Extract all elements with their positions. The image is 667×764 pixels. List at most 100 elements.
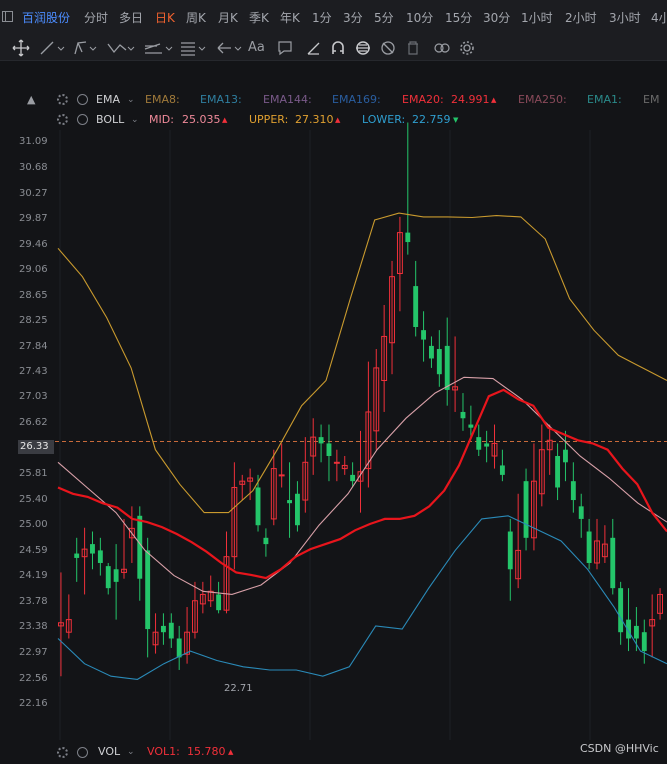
current-price-tag: 26.33 (18, 440, 54, 454)
line-tool-icon[interactable] (38, 38, 66, 58)
multi-line-icon[interactable] (72, 38, 100, 58)
candle-body-up (81, 548, 88, 558)
ema8-label: EMA8: (145, 93, 180, 106)
vol-close-icon[interactable] (77, 747, 88, 758)
min-price-marker: 22.71 (224, 683, 253, 694)
candle-body-down (294, 493, 300, 526)
price-tick-label: 23.78 (19, 595, 48, 607)
tab-quarterly-k[interactable]: 季K (249, 11, 269, 25)
stock-name-tab[interactable]: 百润股份 (22, 11, 71, 25)
tab-3min[interactable]: 3分 (343, 11, 363, 25)
candle-body-down (499, 465, 505, 475)
price-tick-label: 28.65 (19, 289, 48, 301)
eye-icon[interactable] (353, 38, 373, 58)
candle-body-up (601, 543, 608, 558)
tab-1hour[interactable]: 1小时 (521, 11, 553, 25)
crosshair-icon[interactable] (12, 38, 30, 58)
settings-icon[interactable] (458, 38, 476, 58)
tab-3hour[interactable]: 3小时 (609, 11, 641, 25)
candle-body-down (176, 638, 182, 658)
channel-tool-icon[interactable] (142, 38, 174, 58)
candle-body-down (468, 424, 474, 428)
candle-body-up (310, 436, 317, 457)
link-icon[interactable] (432, 38, 452, 58)
boll-settings-icon[interactable] (57, 114, 68, 125)
candle-body-down (255, 487, 261, 526)
fib-tool-icon[interactable] (178, 38, 208, 58)
price-tick-label: 31.09 (19, 136, 48, 147)
collapse-icon[interactable]: ▲ (27, 93, 36, 106)
tab-multiday[interactable]: 多日 (119, 11, 144, 25)
ema-settings-icon[interactable] (57, 94, 68, 105)
ema1-label: EMA1: (587, 93, 622, 106)
price-tick-label: 22.97 (19, 646, 48, 658)
price-tick-label: 23.38 (19, 621, 48, 633)
candle-body-down (586, 531, 592, 563)
candle-body-down (90, 544, 95, 554)
note-tool-icon[interactable] (276, 38, 294, 58)
price-tick-label: 24.19 (19, 570, 48, 582)
ema-dropdown-icon[interactable]: ⌄ (127, 95, 135, 105)
arrow-tool-icon[interactable] (214, 38, 244, 58)
candle-body-down (633, 625, 639, 639)
price-tick-label: 27.43 (19, 366, 48, 378)
tab-daily-k[interactable]: 日K (155, 11, 175, 25)
candle-body-up (341, 464, 348, 470)
candle-body-down (137, 515, 143, 579)
candle-body-down (618, 588, 624, 633)
candle-body-down (145, 550, 151, 630)
ema20-line (57, 388, 667, 580)
tab-weekly-k[interactable]: 周K (186, 11, 206, 25)
tab-5min[interactable]: 5分 (374, 11, 394, 25)
wave-tool-icon[interactable] (106, 38, 136, 58)
vol1-label: VOL1: (147, 745, 180, 758)
candle-body-down (484, 443, 490, 447)
price-tick-label: 29.46 (19, 238, 48, 250)
tab-intraday[interactable]: 分时 (84, 11, 109, 25)
vol1-up-icon: ▲ (228, 748, 234, 756)
candle-body-down (318, 437, 324, 444)
boll-close-icon[interactable] (77, 114, 88, 125)
tab-1min[interactable]: 1分 (312, 11, 332, 25)
price-axis: 31.09 30.68 30.27 29.87 29.46 29.06 28.65 28.25… (0, 130, 55, 740)
text-tool-icon[interactable]: Aa (248, 40, 265, 55)
price-tick-label: 24.59 (19, 545, 48, 557)
candle-body-up (396, 232, 403, 275)
ruler-tool-icon[interactable] (305, 38, 323, 58)
watermark: CSDN @HHVic (580, 742, 659, 755)
boll-dropdown-icon[interactable]: ⌄ (131, 115, 139, 125)
tab-30min[interactable]: 30分 (483, 11, 511, 25)
candle-body-up (247, 477, 254, 482)
boll-lower-label: LOWER: (362, 113, 406, 126)
tab-yearly-k[interactable]: 年K (280, 11, 300, 25)
hide-icon[interactable] (378, 38, 398, 58)
boll-upper-up-icon: ▲ (335, 116, 341, 124)
candle-body-down (350, 474, 356, 482)
ema13-label: EMA13: (200, 93, 242, 106)
trash-icon[interactable] (404, 38, 422, 58)
candle-body-down (168, 622, 174, 639)
tab-monthly-k[interactable]: 月K (218, 11, 238, 25)
price-tick-label: 22.16 (19, 697, 48, 709)
candle-body-up (333, 461, 340, 464)
candle-body-down (326, 443, 332, 457)
drawing-toolbar: Aa (0, 36, 667, 61)
vol-dropdown-icon[interactable]: ⌄ (127, 747, 135, 757)
ema169-label: EMA169: (332, 93, 381, 106)
boll-upper-line (57, 212, 667, 514)
candle-body-down (74, 553, 80, 558)
ema-close-icon[interactable] (77, 94, 88, 105)
tab-15min[interactable]: 15分 (445, 11, 473, 25)
price-tick-label: 30.68 (19, 161, 48, 173)
boll-mid-line (57, 376, 667, 595)
boll-mid-up-icon: ▲ (222, 116, 228, 124)
sidebar-toggle-icon[interactable] (2, 11, 13, 22)
tab-4hour[interactable]: 4小 (651, 11, 667, 25)
candle-body-up (223, 556, 230, 611)
tab-10min[interactable]: 10分 (406, 11, 434, 25)
tab-2hour[interactable]: 2小时 (565, 11, 597, 25)
vol-settings-icon[interactable] (57, 747, 68, 758)
magnet-icon[interactable] (329, 38, 347, 58)
candle-body-down (460, 411, 466, 419)
